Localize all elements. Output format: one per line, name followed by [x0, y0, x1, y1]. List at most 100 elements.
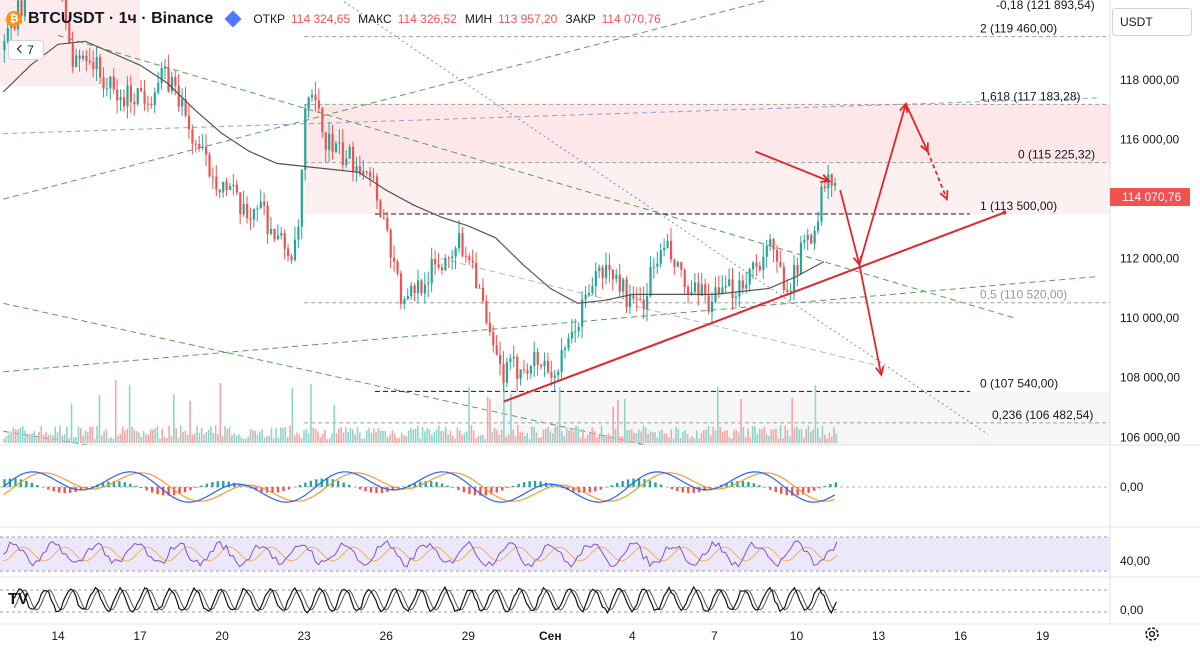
macd-histogram-bar [517, 483, 520, 487]
volume-bar [749, 437, 752, 443]
guide-green-2 [3, 276, 1098, 373]
volume-bar [635, 433, 638, 443]
candle-body [331, 133, 334, 152]
candle-body [358, 166, 362, 174]
volume-bar [421, 427, 424, 443]
volume-bar [124, 430, 126, 443]
volume-bar [91, 426, 94, 443]
x-tick-label-7: 4 [629, 629, 636, 643]
volume-bar [807, 425, 810, 443]
guide-blue-diag [340, 0, 989, 435]
volume-bar [726, 430, 728, 443]
support-line [503, 211, 1005, 403]
macd-histogram-bar [36, 485, 39, 487]
volume-bar [526, 432, 528, 443]
volume-bar [400, 432, 403, 443]
x-tick-label-6: Сен [539, 629, 562, 643]
volume-bar [542, 429, 545, 443]
support-line-end [1002, 210, 1007, 215]
volume-bar [166, 437, 168, 443]
volume-bar [658, 431, 661, 443]
macd-histogram-bar [145, 487, 148, 491]
candle-body [280, 233, 283, 236]
candle-body [529, 365, 532, 374]
macd-histogram-bar [282, 487, 285, 492]
volume-bar [570, 428, 573, 443]
candle-body [297, 226, 300, 240]
volume-bar [17, 429, 19, 443]
volume-bar [821, 425, 824, 443]
macd-histogram-bar [501, 487, 504, 491]
candle-body [399, 273, 403, 304]
volume-bar [324, 430, 326, 443]
candle-body [112, 76, 115, 90]
volume-bar [86, 432, 89, 443]
candle-body [765, 245, 768, 257]
candle-body [618, 274, 621, 292]
candle-body [772, 239, 775, 250]
candle-body [471, 260, 474, 263]
volume-bar [723, 430, 726, 443]
volume-bar [363, 438, 366, 443]
volume-bar [47, 435, 50, 443]
volume-bar [193, 433, 196, 443]
volume-bar [138, 432, 140, 443]
candle-body [632, 295, 635, 299]
volume-bar [396, 438, 398, 443]
macd-histogram-bar [473, 487, 477, 496]
volume-bar [768, 435, 770, 443]
volume-bar [747, 428, 749, 443]
market-status-icon [224, 10, 242, 28]
macd-histogram-bar [205, 483, 209, 487]
volume-bar [442, 431, 445, 443]
volume-bar [377, 428, 380, 443]
candle-body [170, 76, 174, 92]
volume-bar [607, 433, 610, 443]
macd-histogram-bar [610, 485, 613, 487]
y-tick-label-4: 116 000,00 [1120, 133, 1179, 147]
volume-bar [59, 425, 61, 443]
candle-body [710, 302, 714, 312]
candle-body [276, 235, 279, 240]
volume-bar [321, 434, 324, 443]
volume-bar [763, 426, 766, 443]
macd-histogram-bar [834, 482, 838, 487]
macd-histogram-bar [194, 487, 198, 488]
candle-body [198, 143, 201, 148]
macd-histogram-bar [380, 487, 384, 493]
volume-bar [540, 437, 542, 443]
chart-header: ₿ BTCUSDT · 1ч · Binance ОТКР 114 324,65… [0, 0, 1110, 60]
macd-histogram-bar [659, 484, 663, 487]
candle-body [153, 92, 156, 106]
candle-body [587, 293, 591, 295]
macd-histogram-bar [676, 487, 679, 492]
volume-bar [830, 436, 833, 443]
volume-bar [656, 437, 659, 443]
volume-bar [75, 437, 77, 443]
candle-body [464, 255, 468, 257]
volume-bar [112, 438, 115, 443]
volume-bar [779, 425, 782, 443]
candle-body [126, 85, 129, 107]
gear-icon[interactable] [1143, 625, 1161, 643]
candle-body [690, 291, 693, 294]
volume-bar [100, 435, 103, 443]
volume-bar [356, 427, 359, 443]
volume-bar [698, 438, 701, 443]
indicators-toggle-button[interactable]: 7 [8, 40, 44, 60]
macd-histogram-bar [419, 481, 422, 487]
candle-body [700, 284, 703, 296]
tradingview-logo: TV [8, 591, 29, 608]
candle-body [591, 286, 594, 294]
candle-body [413, 285, 416, 294]
candle-body [536, 352, 539, 365]
volume-bar [835, 433, 838, 443]
currency-selector[interactable]: USDT [1112, 8, 1192, 36]
volume-bar [175, 428, 177, 443]
volume-bar [679, 438, 682, 443]
symbol-title[interactable]: BTCUSDT · 1ч · Binance [28, 10, 214, 27]
candle-body [540, 364, 543, 367]
rsi-lower-label: 40,00 [1120, 554, 1150, 568]
volume-bar [393, 433, 396, 443]
